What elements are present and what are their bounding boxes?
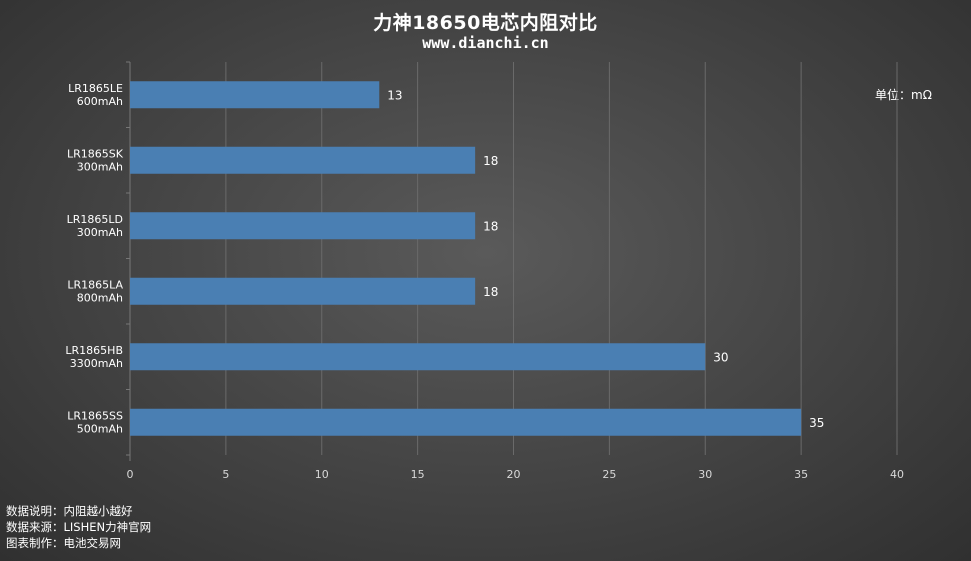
x-tick-label: 15 [411, 468, 425, 481]
bar [130, 212, 476, 240]
bar [130, 277, 476, 305]
x-tick-label: 25 [602, 468, 616, 481]
chart-subtitle: www.dianchi.cn [422, 34, 549, 52]
category-label-line: LR1865SK [67, 147, 124, 160]
category-label-line: LR1865LE [68, 82, 123, 95]
category-label-line: LR1865LA [67, 278, 123, 291]
x-tick-label: 30 [698, 468, 712, 481]
bar [130, 146, 476, 174]
category-label-line: 300mAh [77, 160, 123, 173]
chart-title: 力神18650电芯内阻对比 [373, 12, 598, 34]
footer-key: 数据说明： [6, 504, 64, 518]
x-tick-label: 40 [890, 468, 904, 481]
footer-value: LISHEN力神官网 [63, 520, 152, 534]
data-label: 30 [713, 350, 728, 364]
footer-chart-maker: 图表制作：电池交易网 [6, 535, 121, 551]
footer-data-source: 数据来源：LISHEN力神官网 [6, 519, 151, 535]
category-label-line: 600mAh [77, 95, 123, 108]
category-label-line: 800mAh [77, 291, 123, 304]
category-label: LR1865LA 800mAh [67, 278, 123, 304]
bar [130, 81, 380, 109]
category-label: LR1865LE 600mAh [68, 82, 123, 108]
data-label: 18 [483, 219, 498, 233]
x-tick-label: 0 [127, 468, 134, 481]
data-label: 18 [483, 154, 498, 168]
category-label-line: 3300mAh [70, 357, 123, 370]
x-tick-label: 35 [794, 468, 808, 481]
category-label-line: 300mAh [77, 226, 123, 239]
footer-key: 图表制作： [6, 536, 64, 550]
data-label: 13 [387, 88, 402, 102]
unit-note: 单位：mΩ [875, 88, 932, 102]
category-label: LR1865LD 300mAh [67, 213, 123, 239]
footer-data-description: 数据说明：内阻越小越好 [6, 503, 133, 519]
category-label-line: 500mAh [77, 422, 123, 435]
bar [130, 343, 706, 371]
footer-value: 电池交易网 [63, 536, 122, 550]
x-tick-label: 5 [222, 468, 229, 481]
data-label: 18 [483, 285, 498, 299]
bar [130, 408, 802, 436]
category-label: LR1865SS 500mAh [67, 409, 123, 435]
category-label-line: LR1865SS [67, 409, 123, 422]
data-label: 35 [809, 416, 824, 430]
category-label: LR1865HB 3300mAh [65, 344, 123, 370]
category-label: LR1865SK 300mAh [67, 147, 124, 173]
footer-key: 数据来源： [6, 520, 64, 534]
x-tick-label: 20 [507, 468, 521, 481]
footer-value: 内阻越小越好 [63, 504, 133, 518]
x-tick-label: 10 [315, 468, 329, 481]
category-label-line: LR1865HB [65, 344, 123, 357]
category-label-line: LR1865LD [67, 213, 123, 226]
